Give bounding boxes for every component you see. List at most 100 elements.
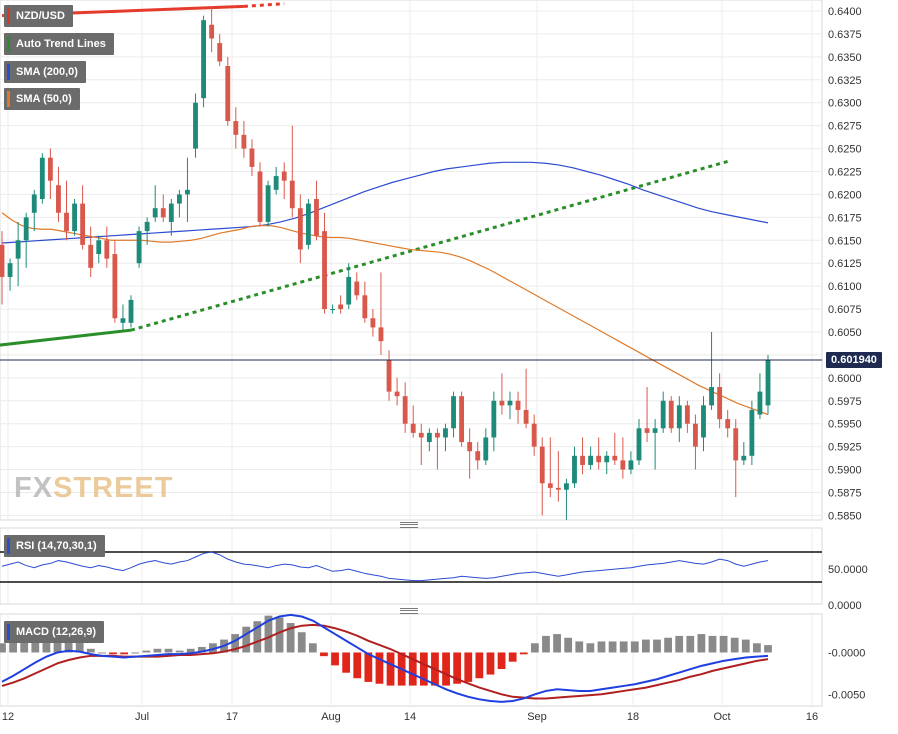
macd-histogram-bar — [342, 652, 351, 673]
macd-histogram-bar — [686, 635, 695, 653]
x-tick-label: Jul — [135, 711, 149, 723]
macd-histogram-bar — [586, 643, 595, 653]
macd-histogram-bar — [364, 652, 373, 682]
legend-sma50[interactable]: SMA (50,0) — [4, 88, 80, 110]
candle-body — [185, 189, 190, 195]
macd-y-tick-label: -0.0000 — [828, 647, 865, 659]
x-tick-label: Aug — [321, 711, 341, 723]
macd-histogram-bar — [197, 646, 206, 653]
candle-body — [209, 24, 215, 39]
macd-histogram-bar — [764, 645, 772, 653]
y-tick-label: 0.5950 — [828, 419, 862, 431]
macd-histogram-bar — [542, 635, 550, 653]
candle-body — [491, 400, 497, 438]
candle-body — [233, 121, 239, 135]
candle-body — [281, 171, 287, 181]
macd-histogram-bar — [486, 652, 495, 675]
legend-swatch-sma200 — [7, 64, 10, 80]
x-tick-label: Sep — [527, 711, 547, 723]
macd-histogram-bar — [286, 623, 295, 653]
candle-body — [499, 400, 505, 406]
candle-body — [434, 432, 440, 438]
macd-histogram-bar — [564, 637, 573, 653]
macd-histogram-bar — [164, 648, 173, 653]
y-tick-label: 0.6100 — [828, 281, 862, 293]
candle-body — [370, 318, 376, 328]
candle-body — [693, 423, 698, 447]
candle-body — [652, 428, 658, 433]
y-tick-label: 0.6400 — [828, 6, 862, 18]
candle-body — [531, 423, 537, 447]
y-tick-label: 0.6200 — [828, 189, 862, 201]
macd-histogram-bar — [75, 639, 84, 653]
candle-body — [515, 400, 521, 410]
macd-histogram-bar — [508, 652, 517, 662]
macd-histogram-bar — [608, 641, 617, 653]
candle-body — [160, 208, 166, 218]
macd-histogram-bar — [175, 650, 184, 653]
candle-body — [749, 409, 755, 456]
legend-sma200[interactable]: SMA (200,0) — [4, 61, 86, 83]
candle-body — [555, 487, 561, 490]
candle-body — [96, 240, 102, 255]
candle-body — [402, 396, 408, 424]
candle-body — [644, 428, 650, 433]
candle-body — [64, 212, 69, 232]
candle-body — [620, 460, 626, 470]
legend-symbol[interactable]: NZD/USD — [4, 5, 73, 27]
candle-body — [410, 423, 416, 433]
sma200-line — [1, 161, 769, 244]
macd-histogram-bar — [186, 648, 195, 653]
macd-histogram-bar — [453, 652, 462, 684]
candle-body — [636, 428, 642, 461]
macd-histogram-bar — [597, 641, 606, 653]
candle-body — [725, 419, 731, 429]
candle-body — [136, 231, 142, 264]
macd-histogram-bar — [353, 652, 362, 679]
rsi-y-tick-label: 0.0000 — [828, 600, 862, 612]
macd-histogram-bar — [331, 652, 339, 666]
macd-histogram-bar — [86, 648, 95, 653]
macd-histogram-bar — [275, 617, 284, 653]
candle-body — [257, 171, 263, 222]
macd-y-tick-label: -0.0050 — [828, 689, 865, 701]
y-tick-label: 0.5900 — [828, 465, 862, 477]
macd-line — [1, 613, 769, 703]
candle-body — [475, 451, 481, 461]
candle-body — [564, 483, 569, 490]
macd-histogram-bar — [375, 652, 384, 684]
y-tick-label: 0.6050 — [828, 327, 862, 339]
candle-body — [378, 327, 384, 342]
legend-swatch-trend — [7, 36, 10, 52]
y-tick-label: 0.6125 — [828, 258, 862, 270]
candle-body — [660, 400, 666, 429]
x-tick-label: 16 — [806, 711, 818, 723]
rsi-y-tick-label: 50.0000 — [828, 564, 868, 576]
legend-macd[interactable]: MACD (12,26,9) — [4, 621, 105, 643]
macd-histogram-bar — [419, 652, 428, 686]
macd-histogram-bar — [730, 637, 739, 653]
candle-body — [289, 180, 295, 209]
candle-body — [443, 428, 448, 438]
candle-body — [572, 455, 577, 484]
macd-histogram-bar — [9, 637, 17, 653]
y-tick-label: 0.6225 — [828, 166, 862, 178]
legend-rsi[interactable]: RSI (14,70,30,1) — [4, 535, 105, 557]
candle-body — [596, 455, 602, 463]
y-tick-label: 0.6325 — [828, 75, 862, 87]
macd-histogram-bar — [530, 643, 539, 653]
panel-resize-handle-macd[interactable] — [400, 608, 418, 614]
y-tick-label: 0.6350 — [828, 52, 862, 64]
candle-body — [72, 203, 77, 232]
legend-trend-lines[interactable]: Auto Trend Lines — [4, 33, 114, 55]
macd-histogram-bar — [641, 639, 650, 653]
y-tick-label: 0.6000 — [828, 373, 862, 385]
y-tick-label: 0.6175 — [828, 212, 862, 224]
macd-histogram-bar — [109, 652, 117, 655]
candle-body — [676, 405, 682, 429]
panel-resize-handle-rsi[interactable] — [400, 522, 418, 528]
candle-body — [314, 199, 319, 236]
candle-body — [47, 157, 53, 181]
legend-symbol-label: NZD/USD — [16, 10, 65, 22]
candle-body — [265, 185, 271, 222]
